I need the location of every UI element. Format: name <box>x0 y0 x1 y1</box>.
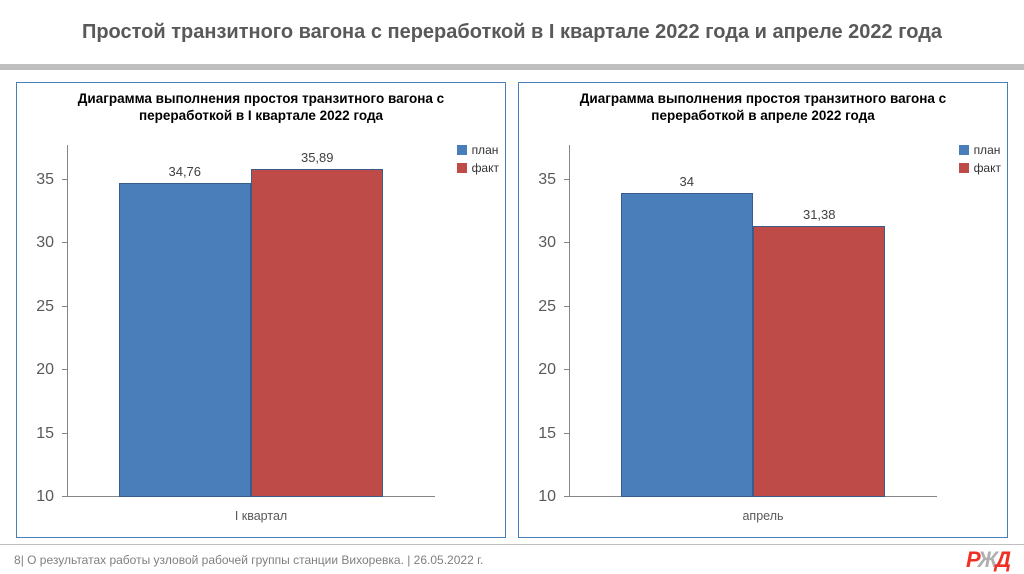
legend-fact: факт <box>959 161 1001 175</box>
chart-left-x-label: I квартал <box>17 509 505 523</box>
y-tick-mark-icon <box>62 433 67 434</box>
footer: 8| О результатах работы узловой рабочей … <box>0 544 1024 574</box>
y-tick-mark-icon <box>62 496 67 497</box>
legend-fact-label: факт <box>472 161 499 175</box>
y-tick-label: 35 <box>538 171 556 189</box>
y-tick-label: 25 <box>36 298 54 316</box>
y-tick-mark-icon <box>564 179 569 180</box>
chart-right-plot: 34 31,38 <box>569 145 937 497</box>
legend-fact-label: факт <box>974 161 1001 175</box>
legend-fact-swatch <box>457 163 467 173</box>
bar-fact: 31,38 <box>753 226 885 497</box>
legend-plan-swatch <box>457 145 467 155</box>
y-tick-mark-icon <box>62 242 67 243</box>
chart-left-plot: 34,76 35,89 <box>67 145 435 497</box>
chart-right-legend: план факт <box>959 143 1001 179</box>
chart-right-bar-group: 34 31,38 <box>621 145 886 497</box>
bar-plan-value: 34 <box>622 174 752 189</box>
y-tick-mark-icon <box>62 369 67 370</box>
y-tick-mark-icon <box>62 179 67 180</box>
rzd-logo-icon: Р Ж Д <box>966 547 1010 573</box>
chart-right-x-label: апрель <box>519 509 1007 523</box>
bar-plan-value: 34,76 <box>120 164 250 179</box>
y-tick-mark-icon <box>564 369 569 370</box>
bar-fact: 35,89 <box>251 169 383 497</box>
y-tick-label: 35 <box>36 171 54 189</box>
y-tick-label: 15 <box>538 425 556 443</box>
y-tick-mark-icon <box>564 242 569 243</box>
legend-plan-label: план <box>472 143 499 157</box>
bar-plan: 34 <box>621 193 753 497</box>
chart-left-title: Диаграмма выполнения простоя транзитного… <box>17 83 505 135</box>
y-tick-mark-icon <box>564 433 569 434</box>
bar-fact-value: 35,89 <box>252 150 382 165</box>
y-tick-label: 25 <box>538 298 556 316</box>
bar-plan: 34,76 <box>119 183 251 497</box>
charts-row: Диаграмма выполнения простоя транзитного… <box>0 70 1024 538</box>
chart-left-bar-group: 34,76 35,89 <box>119 145 384 497</box>
y-tick-label: 20 <box>538 361 556 379</box>
y-tick-mark-icon <box>62 306 67 307</box>
bar-fact-value: 31,38 <box>754 207 884 222</box>
chart-left-bars: 34,76 35,89 <box>67 145 435 497</box>
y-tick-mark-icon <box>564 306 569 307</box>
y-tick-label: 30 <box>538 234 556 252</box>
chart-left-plot-wrap: план факт 10 15 20 25 30 35 34,76 <box>17 135 505 537</box>
page-title: Простой транзитного вагона с переработко… <box>0 0 1024 70</box>
chart-left-y-ticks: 101520253035 <box>17 145 62 497</box>
legend-plan: план <box>959 143 1001 157</box>
legend-fact: факт <box>457 161 499 175</box>
logo-letter-d: Д <box>995 547 1010 573</box>
y-tick-label: 20 <box>36 361 54 379</box>
legend-plan-swatch <box>959 145 969 155</box>
chart-left-legend: план факт <box>457 143 499 179</box>
chart-right-title: Диаграмма выполнения простоя транзитного… <box>519 83 1007 135</box>
chart-right-bars: 34 31,38 <box>569 145 937 497</box>
y-tick-mark-icon <box>564 496 569 497</box>
legend-fact-swatch <box>959 163 969 173</box>
footer-text: 8| О результатах работы узловой рабочей … <box>14 553 483 567</box>
footer-page-number: 8 <box>14 553 21 567</box>
legend-plan: план <box>457 143 499 157</box>
chart-right-plot-wrap: план факт 101520253035 34 3 <box>519 135 1007 537</box>
chart-right-y-ticks: 101520253035 <box>519 145 564 497</box>
y-tick-label: 30 <box>36 234 54 252</box>
y-tick-label: 10 <box>36 488 54 506</box>
y-tick-label: 10 <box>538 488 556 506</box>
legend-plan-label: план <box>974 143 1001 157</box>
footer-caption: О результатах работы узловой рабочей гру… <box>27 553 483 567</box>
chart-left: Диаграмма выполнения простоя транзитного… <box>16 82 506 538</box>
chart-right: Диаграмма выполнения простоя транзитного… <box>518 82 1008 538</box>
y-tick-label: 15 <box>36 425 54 443</box>
